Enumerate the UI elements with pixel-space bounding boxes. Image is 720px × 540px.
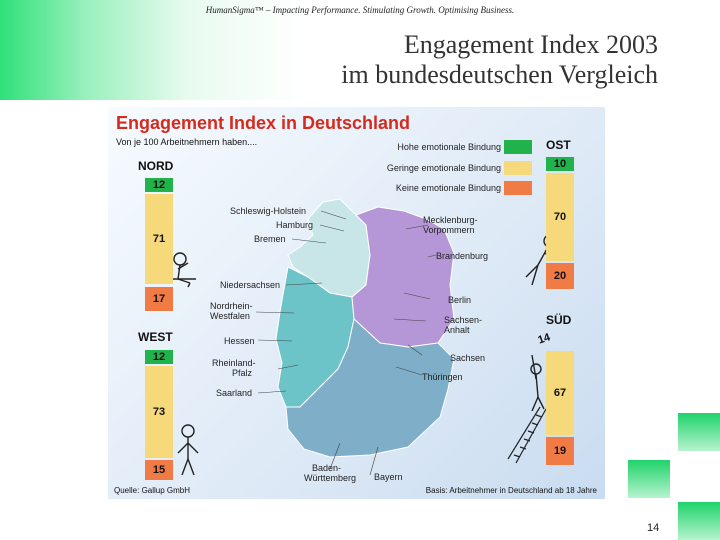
sued-keine-bar: 19 — [546, 437, 574, 465]
state-mecklenburg-vorpommern: Mecklenburg- Vorpommern — [423, 215, 478, 235]
nord-hoch-bar: 12 — [145, 178, 173, 192]
state-sa-line1: Sachsen- — [444, 315, 483, 325]
state-sachsen-anhalt: Sachsen- Anhalt — [444, 315, 482, 335]
decor-square-2 — [628, 460, 670, 498]
tagline: HumanSigma™ – Impacting Performance. Sti… — [205, 5, 515, 15]
figure-source: Quelle: Gallup GmbH — [114, 486, 191, 495]
decor-square-3 — [678, 502, 720, 540]
state-sa-line2: Anhalt — [444, 325, 470, 335]
state-berlin: Berlin — [448, 295, 472, 305]
west-hoch-bar: 12 — [145, 350, 173, 364]
state-nrw-line1: Nordrhein- — [210, 301, 253, 311]
state-bw-line1: Baden- — [312, 463, 342, 473]
state-bremen: Bremen — [254, 234, 286, 244]
figure-title: Engagement Index in Deutschland — [116, 113, 411, 133]
state-schleswig-holstein: Schleswig-Holstein — [230, 206, 307, 216]
header-gradient — [0, 0, 720, 100]
ladder-illustration — [507, 406, 547, 464]
state-hessen: Hessen — [224, 336, 255, 346]
page-number: 14 — [647, 522, 660, 534]
title-line-2: im bundesdeutschen Vergleich — [341, 60, 658, 89]
state-bw-line2: Württemberg — [304, 473, 357, 483]
state-niedersachsen: Niedersachsen — [220, 280, 281, 290]
state-saarland: Saarland — [216, 388, 253, 398]
legend-label-hoch: Hohe emotionale Bindung — [397, 142, 501, 152]
region-west-title: WEST — [138, 330, 173, 344]
person-on-ladder-icon — [530, 354, 545, 412]
state-sachsen: Sachsen — [450, 353, 486, 363]
germany-map — [166, 198, 559, 476]
ost-gering-bar: 70 — [546, 173, 574, 261]
state-mv-line2: Vorpommern — [423, 225, 475, 235]
person-standing-icon — [177, 424, 199, 476]
region-ost-title: OST — [546, 138, 571, 152]
sued-gering-bar: 67 — [546, 351, 574, 435]
map-region-sued — [285, 318, 455, 458]
state-brandenburg: Brandenburg — [436, 251, 489, 261]
state-rlp-line1: Rheinland- — [212, 358, 256, 368]
decor-square-1 — [678, 413, 720, 451]
state-hamburg: Hamburg — [276, 220, 314, 230]
title-line-1: Engagement Index 2003 — [403, 30, 658, 59]
state-bayern: Bayern — [374, 472, 403, 482]
legend-swatch-keine — [504, 181, 532, 195]
state-baden-wuerttemberg: Baden- Württemberg — [304, 463, 356, 483]
engagement-map-figure: Engagement Index in Deutschland Von je 1… — [108, 107, 605, 499]
figure-basis: Basis: Arbeitnehmer in Deutschland ab 18… — [425, 486, 597, 495]
legend-swatch-gering — [504, 161, 532, 175]
west-gering-bar: 73 — [145, 366, 173, 458]
state-mv-line1: Mecklenburg- — [423, 215, 478, 225]
legend-label-gering: Geringe emotionale Bindung — [386, 163, 501, 173]
figure-subtitle: Von je 100 Arbeitnehmern haben.... — [116, 137, 258, 147]
nord-gering-bar: 71 — [145, 194, 173, 284]
ost-keine-bar: 20 — [546, 263, 574, 289]
west-keine-bar: 15 — [145, 460, 173, 480]
state-rlp-line2: Pfalz — [232, 368, 253, 378]
legend-label-keine: Keine emotionale Bindung — [395, 183, 501, 193]
ost-hoch-bar: 10 — [546, 157, 574, 171]
state-nrw-line2: Westfalen — [210, 311, 250, 321]
page-title: Engagement Index 2003 im bundesdeutschen… — [341, 30, 658, 90]
legend-swatch-hoch — [504, 140, 532, 154]
person-thinking-icon — [166, 252, 196, 288]
state-nrw: Nordrhein- Westfalen — [210, 301, 253, 321]
state-rheinland-pfalz: Rheinland- Pfalz — [212, 358, 256, 378]
state-thueringen: Thüringen — [422, 372, 463, 382]
nord-keine-bar: 17 — [145, 287, 173, 311]
region-nord-title: NORD — [138, 159, 174, 173]
region-sued-title: SÜD — [546, 313, 572, 327]
